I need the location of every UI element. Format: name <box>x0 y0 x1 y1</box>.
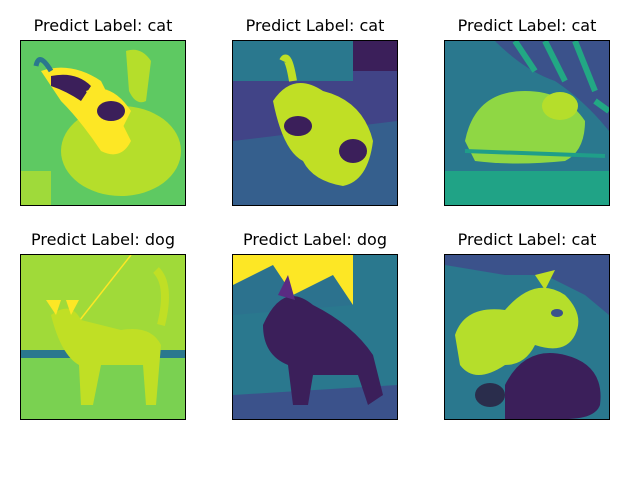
image-frame <box>232 40 398 206</box>
cat-image <box>21 41 185 205</box>
image-frame <box>232 254 398 420</box>
panel-title: Predict Label: cat <box>245 16 385 35</box>
panel-title: Predict Label: cat <box>457 16 597 35</box>
cat-image <box>233 41 397 205</box>
cat-image <box>445 255 609 419</box>
image-frame <box>444 254 610 420</box>
dog-image <box>233 255 397 419</box>
panel-title: Predict Label: dog <box>31 230 175 249</box>
dog-image <box>21 255 185 419</box>
image-frame <box>20 40 186 206</box>
image-frame <box>444 40 610 206</box>
panel-title: Predict Label: cat <box>457 230 597 249</box>
image-frame <box>20 254 186 420</box>
panel-title: Predict Label: cat <box>33 16 173 35</box>
cat-image <box>445 41 609 205</box>
panel-title: Predict Label: dog <box>243 230 387 249</box>
